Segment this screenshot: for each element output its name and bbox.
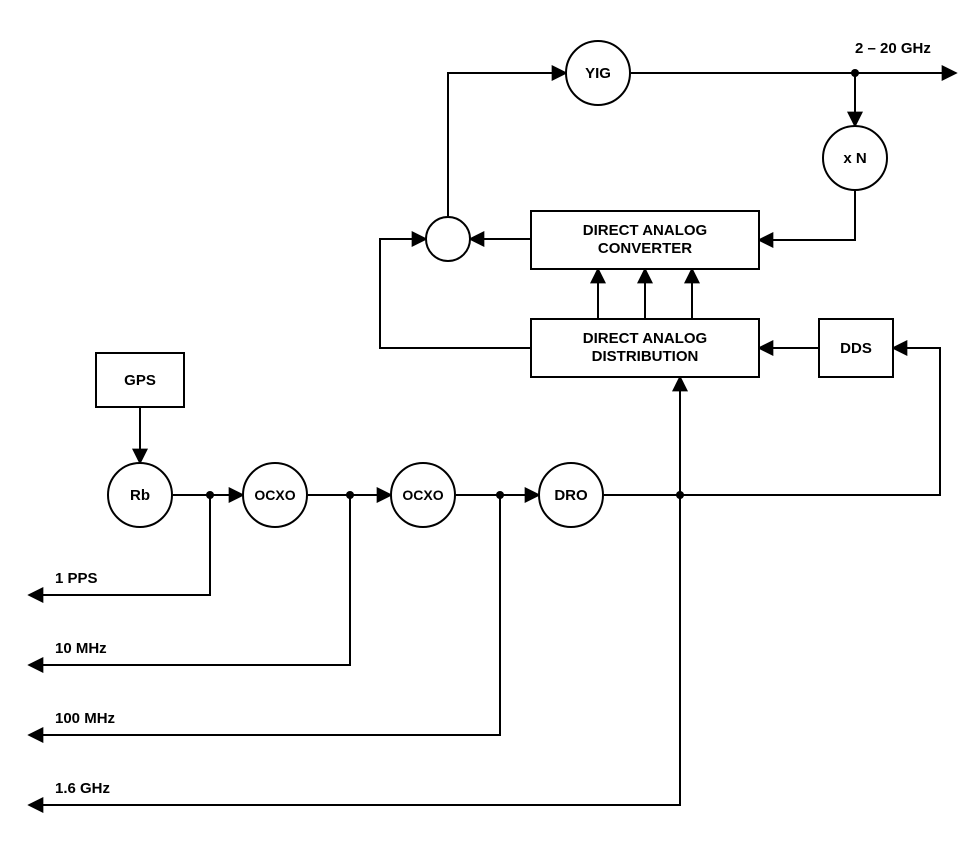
dad-label: DIRECT ANALOG DISTRIBUTION [583,330,707,366]
mhz10-label: 10 MHz [55,640,107,657]
ocxo1-label: OCXO [254,487,295,503]
yig-label: YIG [585,65,611,82]
gps-block: GPS [95,352,185,408]
ocxo2-label: OCXO [402,487,443,503]
ghz16-label: 1.6 GHz [55,780,110,797]
phase-detector-node [425,216,471,262]
wiring-layer [0,0,973,845]
dds-label: DDS [840,340,872,357]
ocxo2-node: OCXO [390,462,456,528]
pps-label: 1 PPS [55,570,98,587]
dac-label: DIRECT ANALOG CONVERTER [583,222,707,258]
dro-node: DRO [538,462,604,528]
yig-node: YIG [565,40,631,106]
rb-node: Rb [107,462,173,528]
dro-label: DRO [554,487,587,504]
direct-analog-converter-block: DIRECT ANALOG CONVERTER [530,210,760,270]
output-ghz-label: 2 – 20 GHz [855,40,931,57]
diagram-canvas: GPS DIRECT ANALOG CONVERTER DIRECT ANALO… [0,0,973,845]
xn-label: x N [843,150,866,167]
dds-block: DDS [818,318,894,378]
direct-analog-distribution-block: DIRECT ANALOG DISTRIBUTION [530,318,760,378]
gps-label: GPS [124,372,156,389]
rb-label: Rb [130,487,150,504]
xn-node: x N [822,125,888,191]
ocxo1-node: OCXO [242,462,308,528]
mhz100-label: 100 MHz [55,710,115,727]
